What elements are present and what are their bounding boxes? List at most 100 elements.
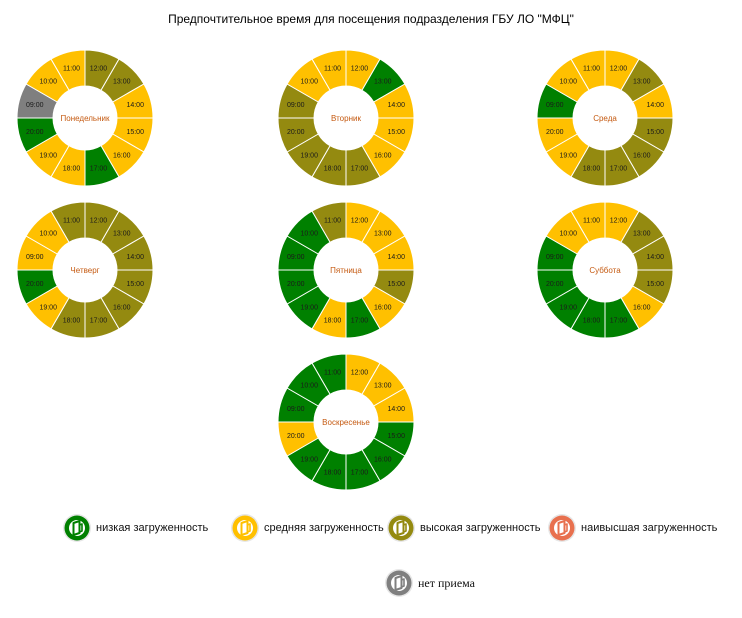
hour-label: 15:00	[126, 281, 144, 288]
hour-label: 19:00	[39, 152, 57, 159]
legend-label: наивысшая загруженность	[581, 522, 718, 534]
hour-label: 11:00	[324, 65, 341, 72]
day-label: Вторник	[331, 114, 361, 123]
hour-label: 13:00	[113, 79, 131, 86]
mfc-logo-icon	[231, 514, 259, 542]
hour-label: 20:00	[26, 129, 44, 136]
hour-label: 16:00	[633, 304, 651, 311]
hour-label: 13:00	[374, 383, 392, 390]
hour-label: 09:00	[287, 406, 305, 413]
hour-label: 17:00	[610, 166, 628, 173]
hour-label: 10:00	[300, 231, 318, 238]
hour-label: 20:00	[287, 433, 305, 440]
hour-label: 17:00	[90, 166, 108, 173]
hour-label: 09:00	[287, 254, 305, 261]
hour-label: 10:00	[559, 79, 577, 86]
hour-label: 20:00	[546, 281, 564, 288]
legend-item-low: низкая загруженность	[62, 513, 208, 543]
day-label: Четверг	[70, 266, 99, 275]
hour-label: 09:00	[546, 102, 564, 109]
hour-label: 10:00	[39, 79, 57, 86]
hour-label: 12:00	[351, 369, 369, 376]
hour-label: 20:00	[287, 129, 305, 136]
donut-chart: 11:00 12:00 13:00 14:00 15:00 16:00 17:00 18:00…	[536, 49, 674, 187]
hour-label: 11:00	[583, 65, 600, 72]
hour-label: 13:00	[633, 79, 651, 86]
donut-slice	[545, 210, 590, 255]
hour-label: 17:00	[90, 318, 108, 325]
hour-label: 12:00	[351, 217, 369, 224]
hour-label: 14:00	[646, 102, 664, 109]
hour-label: 11:00	[583, 217, 600, 224]
legend-item-closed: нет приема	[384, 568, 475, 598]
hour-label: 14:00	[126, 102, 144, 109]
hour-label: 12:00	[610, 217, 628, 224]
hour-label: 14:00	[387, 102, 405, 109]
mfc-logo-icon	[385, 569, 413, 597]
hour-label: 14:00	[387, 254, 405, 261]
donut-chart: 11:00 12:00 13:00 14:00 15:00 16:00 17:00 18:00…	[536, 201, 674, 339]
hour-label: 09:00	[26, 254, 44, 261]
hour-label: 15:00	[387, 281, 405, 288]
donut-chart: 11:00 12:00 13:00 14:00 15:00 16:00 17:00 18:00…	[277, 49, 415, 187]
hour-label: 16:00	[374, 152, 392, 159]
hour-label: 09:00	[287, 102, 305, 109]
hour-label: 16:00	[113, 152, 131, 159]
day-label: Понедельник	[61, 114, 110, 123]
hour-label: 12:00	[90, 65, 108, 72]
mfc-logo-icon	[548, 514, 576, 542]
hour-label: 13:00	[374, 231, 392, 238]
hour-label: 15:00	[646, 129, 664, 136]
hour-label: 11:00	[63, 217, 80, 224]
hour-label: 20:00	[26, 281, 44, 288]
hour-label: 20:00	[287, 281, 305, 288]
hour-label: 10:00	[39, 231, 57, 238]
donut-slice	[545, 58, 590, 103]
hour-label: 18:00	[63, 318, 81, 325]
hour-label: 19:00	[39, 304, 57, 311]
legend-label: высокая загруженность	[420, 522, 541, 534]
hour-label: 16:00	[374, 456, 392, 463]
hour-label: 11:00	[324, 217, 341, 224]
hour-label: 10:00	[300, 383, 318, 390]
legend-item-high: высокая загруженность	[386, 513, 540, 543]
donut-slice	[25, 210, 70, 255]
donut-chart: 11:00 12:00 13:00 14:00 15:00 16:00 17:00 18:00…	[277, 201, 415, 339]
page-title: Предпочтительное время для посещения под…	[168, 12, 574, 26]
hour-label: 10:00	[300, 79, 318, 86]
hour-label: 18:00	[324, 318, 342, 325]
hour-label: 10:00	[559, 231, 577, 238]
donut-slice	[286, 362, 331, 407]
hour-label: 19:00	[300, 456, 318, 463]
legend-label: нет приема	[418, 575, 475, 590]
hour-label: 17:00	[351, 470, 369, 477]
donut-slice	[286, 58, 331, 103]
hour-label: 13:00	[633, 231, 651, 238]
hour-label: 18:00	[324, 470, 342, 477]
donut-charts: 11:00 12:00 13:00 14:00 15:00 16:00 17:00 18:00…	[16, 49, 674, 491]
day-label: Суббота	[589, 266, 621, 275]
hour-label: 19:00	[300, 304, 318, 311]
hour-label: 14:00	[387, 406, 405, 413]
hour-label: 12:00	[90, 217, 108, 224]
hour-label: 17:00	[351, 166, 369, 173]
day-label: Среда	[593, 114, 617, 123]
hour-label: 18:00	[583, 318, 601, 325]
hour-label: 11:00	[63, 65, 80, 72]
mfc-logo-icon	[387, 514, 415, 542]
day-label: Воскресенье	[322, 418, 370, 427]
donut-chart: 11:00 12:00 13:00 14:00 15:00 16:00 17:00 18:00…	[16, 49, 154, 187]
hour-label: 11:00	[324, 369, 341, 376]
hour-label: 18:00	[583, 166, 601, 173]
hour-label: 16:00	[113, 304, 131, 311]
hour-label: 13:00	[374, 79, 392, 86]
donut-chart: 11:00 12:00 13:00 14:00 15:00 16:00 17:00 18:00…	[277, 353, 415, 491]
hour-label: 17:00	[610, 318, 628, 325]
legend-label: низкая загруженность	[96, 522, 209, 534]
hour-label: 19:00	[559, 304, 577, 311]
hour-label: 12:00	[610, 65, 628, 72]
hour-label: 16:00	[374, 304, 392, 311]
hour-label: 13:00	[113, 231, 131, 238]
hour-label: 16:00	[633, 152, 651, 159]
donut-chart: 11:00 12:00 13:00 14:00 15:00 16:00 17:00 18:00…	[16, 201, 154, 339]
